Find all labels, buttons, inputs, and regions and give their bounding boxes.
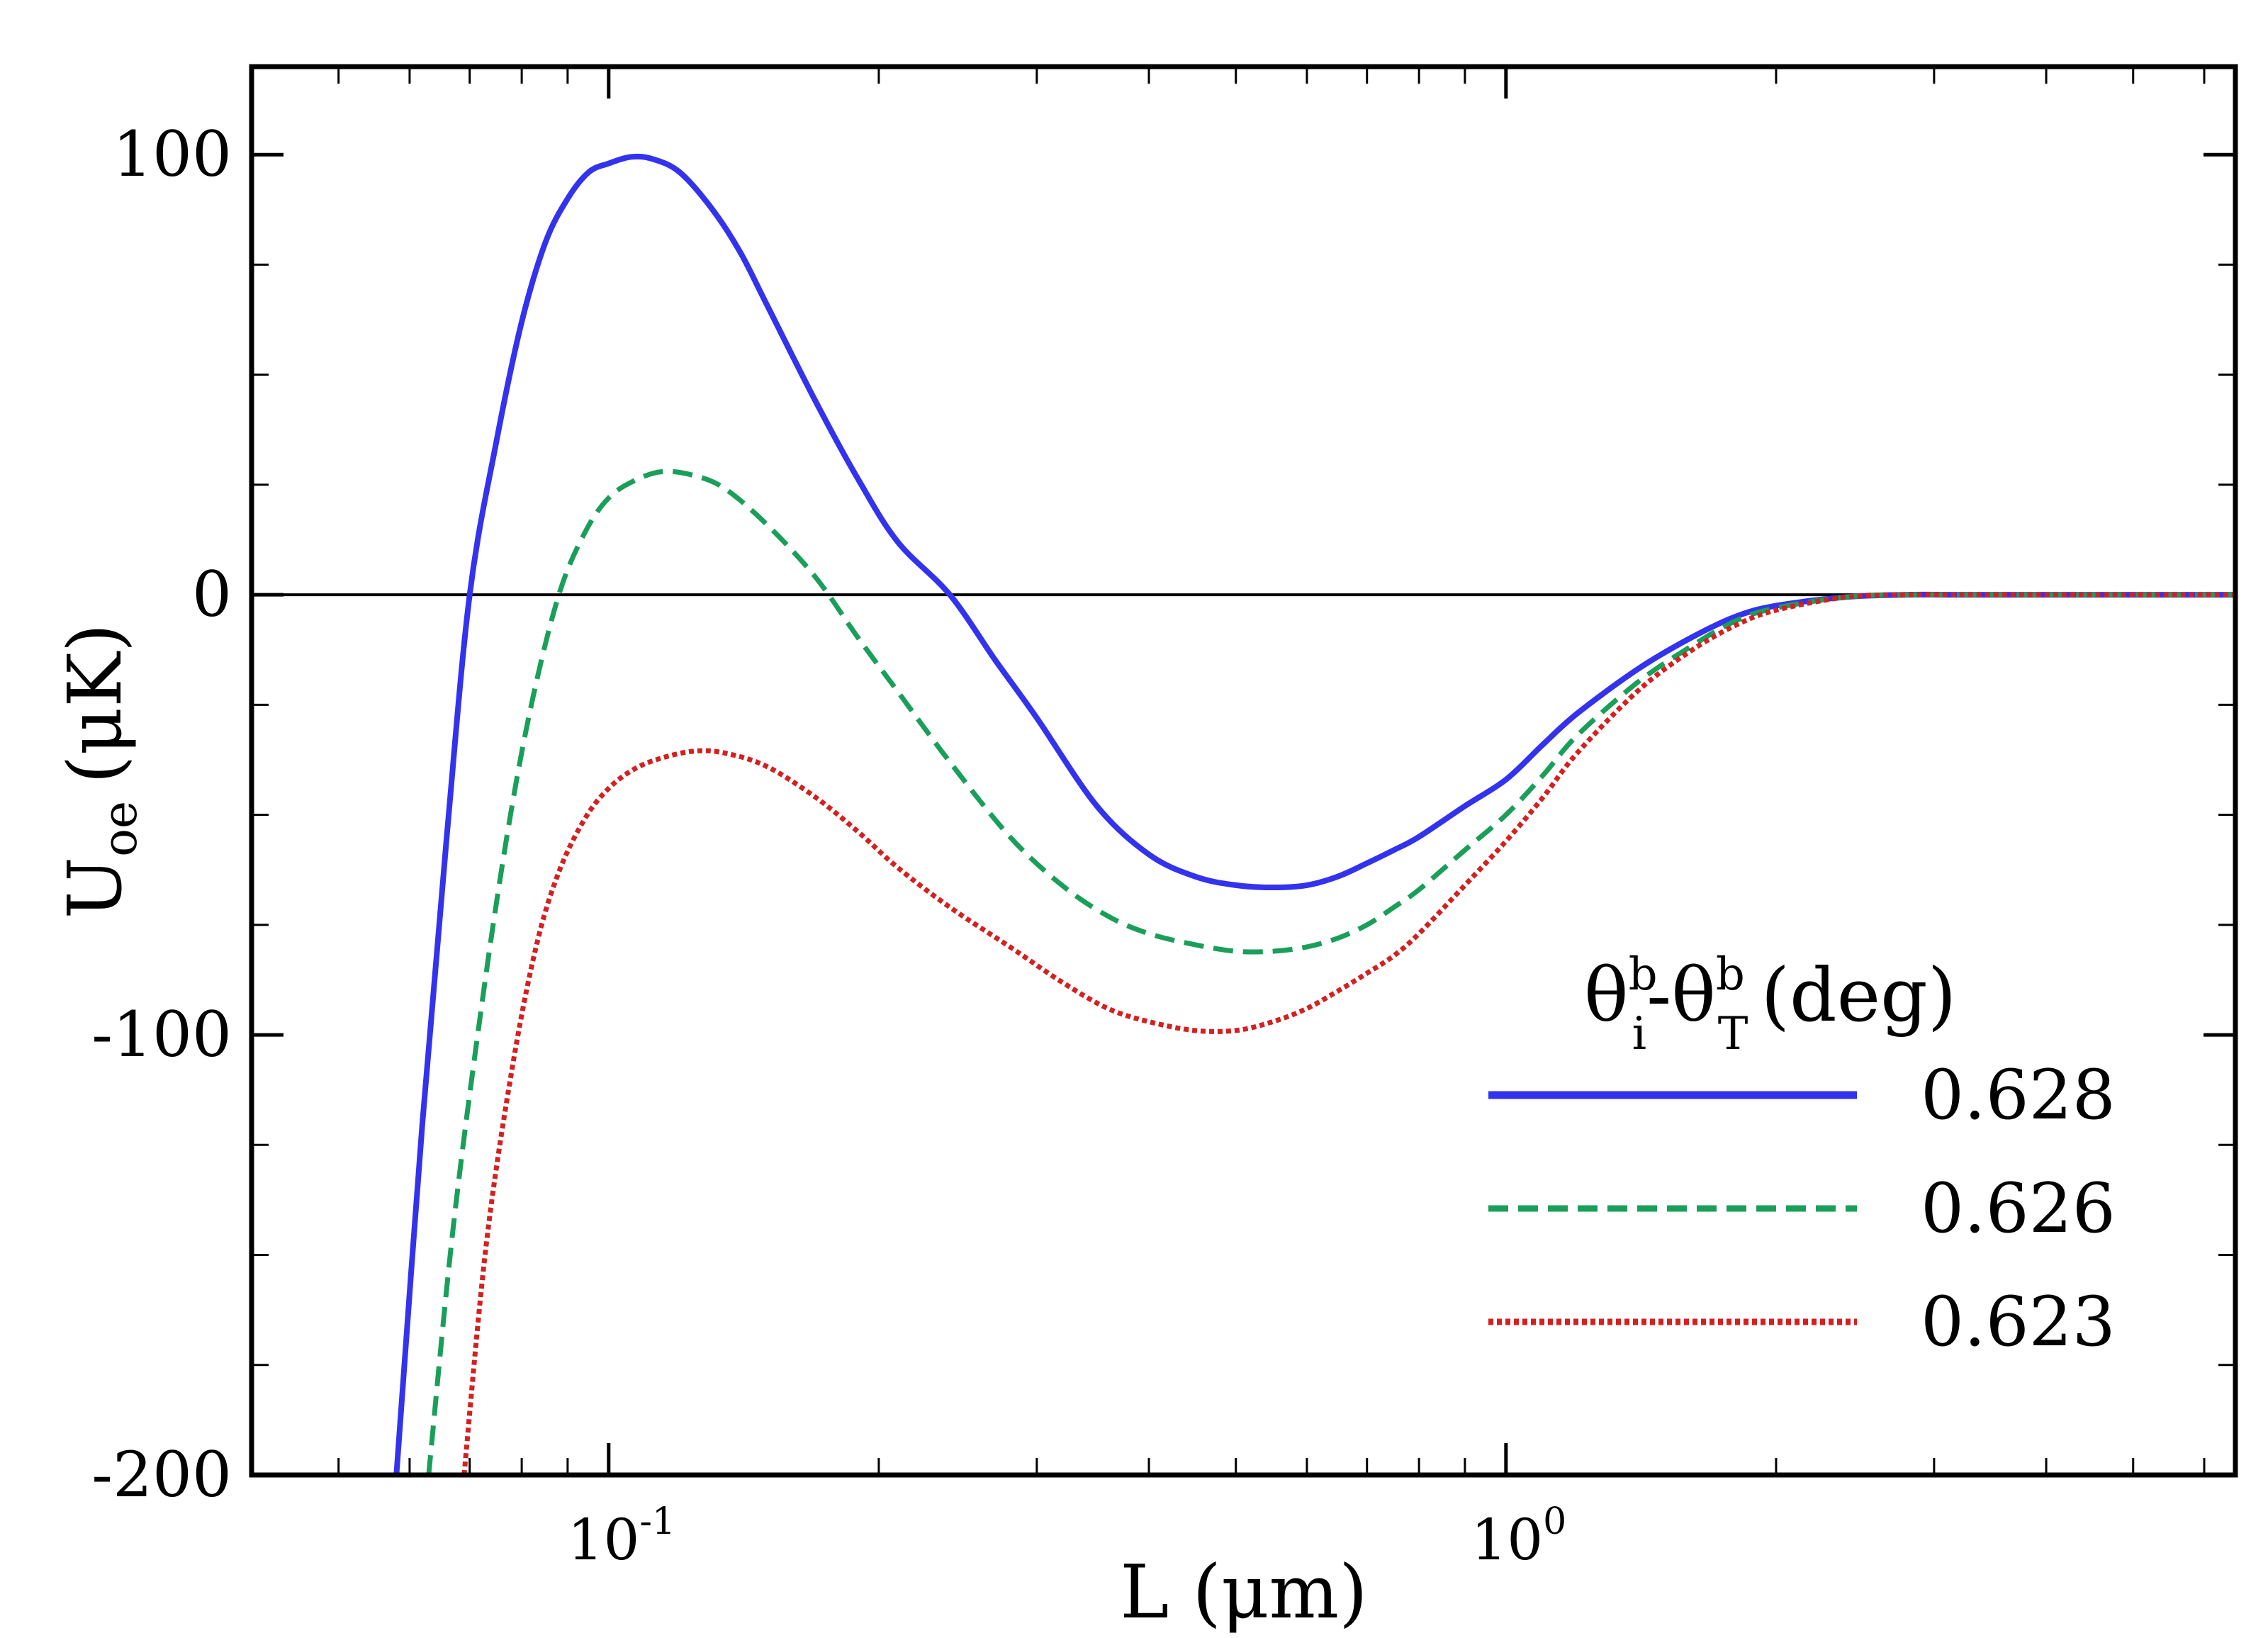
legend-theta: θ xyxy=(1584,952,1629,1038)
series-line-0626 xyxy=(426,469,2235,1475)
y-tick-label: -100 xyxy=(91,998,232,1071)
legend-theta: θ xyxy=(1671,952,1716,1038)
y-axis-label-main: U xyxy=(52,857,138,919)
legend-sub-i: i xyxy=(1632,1008,1646,1060)
legend-unit: (deg) xyxy=(1761,952,1956,1038)
x-tick-base: 10 xyxy=(1471,1507,1543,1573)
x-tick-base: 10 xyxy=(568,1507,640,1573)
x-tick-label: 100 xyxy=(1471,1500,1566,1573)
legend: θb i-θb T (deg) 0.628 0.626 0.623 xyxy=(1488,948,2116,1362)
y-axis-label-subscript: oe xyxy=(93,801,147,857)
legend-title: θb i-θb T (deg) xyxy=(1584,948,1956,1060)
y-axis-label: Uoe (μK) xyxy=(52,624,147,919)
series-lines xyxy=(393,153,2235,1475)
legend-label-0626: 0.626 xyxy=(1921,1169,2116,1248)
legend-sup: b xyxy=(1716,948,1745,1001)
legend-label-0628: 0.628 xyxy=(1921,1055,2116,1135)
series-line-0623 xyxy=(461,592,2235,1475)
x-tick-label: 10-1 xyxy=(568,1500,675,1573)
y-tick-label: 100 xyxy=(113,118,232,191)
axis-ticks xyxy=(250,67,2235,1477)
series-line-0628 xyxy=(393,153,2235,1475)
y-axis-label-unit: (μK) xyxy=(52,624,138,784)
plot-background xyxy=(252,67,2235,1475)
x-tick-exponent: 0 xyxy=(1543,1500,1566,1543)
y-tick-label: 0 xyxy=(192,558,232,631)
y-tick-label: -200 xyxy=(91,1438,232,1511)
x-axis-label: L (μm) xyxy=(1120,1549,1367,1635)
x-tick-exponent: -1 xyxy=(639,1500,675,1543)
legend-label-0623: 0.623 xyxy=(1921,1282,2116,1362)
legend-sub-T: T xyxy=(1718,1008,1748,1060)
legend-dash: - xyxy=(1646,952,1671,1038)
legend-sup: b xyxy=(1629,948,1658,1001)
plot-frame xyxy=(249,64,2238,1478)
